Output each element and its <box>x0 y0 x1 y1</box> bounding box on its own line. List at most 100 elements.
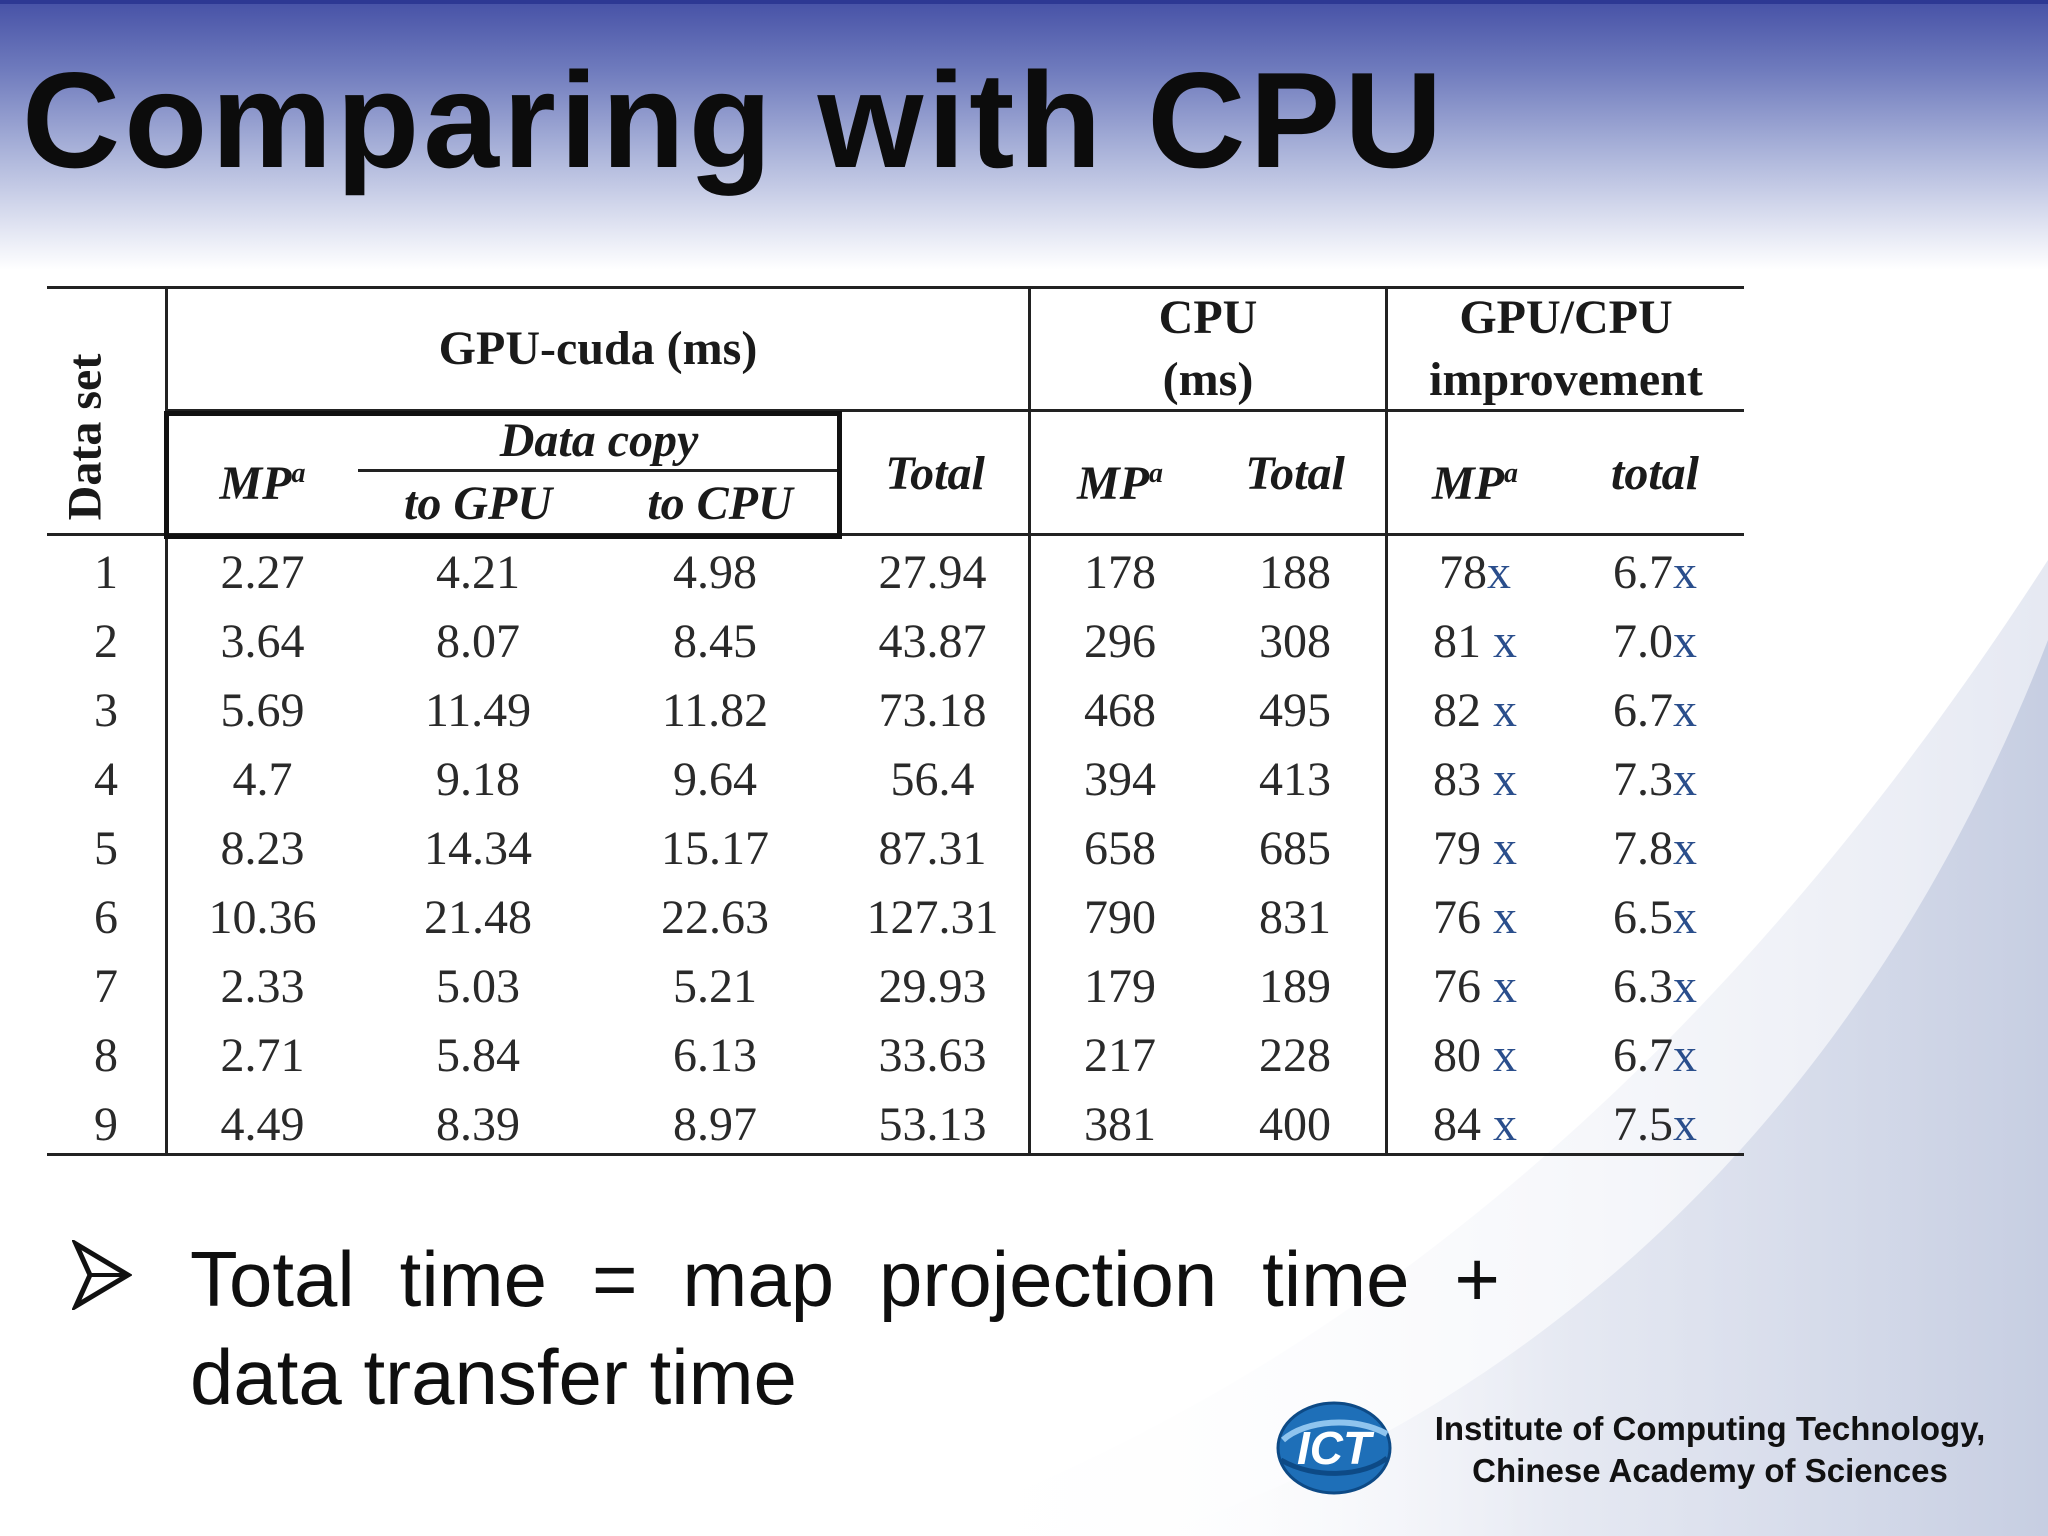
times-suffix: x <box>1487 546 1511 599</box>
table-vrule-3 <box>1385 286 1388 1156</box>
times-suffix: x <box>1673 546 1697 599</box>
table-cell-cpu-total: 189 <box>1259 960 1331 1013</box>
times-suffix: x <box>1493 960 1517 1013</box>
header-band <box>0 0 2048 270</box>
table-header-rule <box>47 533 1744 536</box>
table-cell-to-cpu: 11.82 <box>661 684 769 737</box>
table-cell-cpu-total: 308 <box>1259 615 1331 668</box>
header-cpu-total: Total <box>1245 447 1345 500</box>
table-cell-impr-total: 6.5x <box>1613 891 1697 944</box>
table-cell-gpu-mp: 2.27 <box>220 546 305 599</box>
table-cell-cpu-total: 228 <box>1259 1029 1331 1082</box>
data-copy-rule <box>358 469 840 472</box>
table-cell-gpu-total: 33.63 <box>878 1029 987 1082</box>
table-cell-gpu-total: 87.31 <box>878 822 987 875</box>
table-cell-cpu-mp: 394 <box>1084 753 1156 806</box>
table-cell-to-cpu: 8.97 <box>673 1098 757 1151</box>
table-cell-impr-mp: 80 x <box>1433 1029 1517 1082</box>
table-top-rule <box>47 286 1744 289</box>
table-cell-gpu-mp: 2.33 <box>220 960 305 1013</box>
table-cell-cpu-mp: 179 <box>1084 960 1156 1013</box>
table-vrule-2 <box>1028 286 1031 1156</box>
table-cell-to-gpu: 11.49 <box>424 684 532 737</box>
table-cell-impr-mp: 84 x <box>1433 1098 1517 1151</box>
times-suffix: x <box>1493 822 1517 875</box>
table-cell-impr-total: 6.7x <box>1613 1029 1697 1082</box>
table-cell-impr-mp: 82 x <box>1433 684 1517 737</box>
table-cell-set: 4 <box>94 753 118 806</box>
times-suffix: x <box>1673 1098 1697 1151</box>
table-cell-cpu-mp: 178 <box>1084 546 1156 599</box>
table-cell-gpu-mp: 3.64 <box>220 615 305 668</box>
times-suffix: x <box>1673 684 1697 737</box>
table-cell-cpu-total: 831 <box>1259 891 1331 944</box>
table-cell-to-cpu: 15.17 <box>661 822 769 875</box>
header-improvement-line1: GPU/CPU <box>1459 291 1673 344</box>
table-cell-to-cpu: 22.63 <box>661 891 769 944</box>
times-suffix: x <box>1673 960 1697 1013</box>
institute-name: Institute of Computing Technology, Chine… <box>1410 1408 2010 1492</box>
table-cell-to-gpu: 8.39 <box>436 1098 520 1151</box>
header-cpu-line1: CPU <box>1158 291 1258 344</box>
times-suffix: x <box>1673 822 1697 875</box>
header-impr-mp: MPa <box>1432 457 1518 510</box>
header-impr-total: total <box>1610 447 1699 500</box>
table-cell-cpu-total: 685 <box>1259 822 1331 875</box>
highlight-box <box>164 411 842 539</box>
times-suffix: x <box>1493 615 1517 668</box>
times-suffix: x <box>1673 891 1697 944</box>
arrowhead-bullet-icon <box>72 1240 132 1310</box>
table-cell-to-gpu: 21.48 <box>424 891 532 944</box>
table-cell-gpu-mp: 5.69 <box>220 684 305 737</box>
table-cell-gpu-mp: 4.49 <box>220 1098 305 1151</box>
table-cell-to-cpu: 6.13 <box>673 1029 757 1082</box>
table-cell-gpu-mp: 4.7 <box>232 753 293 806</box>
table-cell-cpu-mp: 381 <box>1084 1098 1156 1151</box>
table-cell-to-gpu: 5.03 <box>436 960 520 1013</box>
times-suffix: x <box>1493 1029 1517 1082</box>
table-vrule-1 <box>165 286 168 1156</box>
times-suffix: x <box>1493 684 1517 737</box>
table-cell-impr-total: 7.8x <box>1613 822 1697 875</box>
header-cpu-line2: (ms) <box>1162 353 1254 406</box>
table-cell-impr-total: 7.0x <box>1613 615 1697 668</box>
svg-text:ICT: ICT <box>1297 1422 1375 1474</box>
table-cell-impr-total: 6.7x <box>1613 546 1697 599</box>
table-cell-impr-total: 7.3x <box>1613 753 1697 806</box>
ict-logo-icon: ICT <box>1276 1401 1392 1495</box>
institute-line-2: Chinese Academy of Sciences <box>1472 1452 1948 1489</box>
times-suffix: x <box>1673 615 1697 668</box>
table-cell-cpu-total: 400 <box>1259 1098 1331 1151</box>
table-cell-set: 6 <box>94 891 118 944</box>
table-cell-set: 5 <box>94 822 118 875</box>
table-cell-cpu-mp: 468 <box>1084 684 1156 737</box>
table-cell-impr-total: 6.7x <box>1613 684 1697 737</box>
table-cell-impr-mp: 78x <box>1439 546 1511 599</box>
header-to-cpu: to CPU <box>647 477 793 530</box>
table-cell-impr-mp: 76 x <box>1433 891 1517 944</box>
bullet-text: Total time = map projection time + data … <box>190 1235 1500 1421</box>
table-cell-set: 1 <box>94 546 118 599</box>
table-cell-cpu-total: 413 <box>1259 753 1331 806</box>
table-cell-gpu-mp: 2.71 <box>220 1029 305 1082</box>
table-mid-rule <box>166 409 1744 412</box>
table-cell-cpu-mp: 658 <box>1084 822 1156 875</box>
table-cell-gpu-mp: 8.23 <box>220 822 305 875</box>
table-cell-set: 9 <box>94 1098 118 1151</box>
table-cell-gpu-total: 29.93 <box>878 960 987 1013</box>
table-cell-to-gpu: 5.84 <box>436 1029 520 1082</box>
table-cell-to-gpu: 14.34 <box>424 822 532 875</box>
table-cell-gpu-total: 53.13 <box>878 1098 987 1151</box>
table-cell-set: 7 <box>94 960 118 1013</box>
table-cell-cpu-total: 495 <box>1259 684 1331 737</box>
table-cell-impr-mp: 81 x <box>1433 615 1517 668</box>
table-cell-set: 8 <box>94 1029 118 1082</box>
table-cell-gpu-total: 127.31 <box>866 891 999 944</box>
table-cell-cpu-total: 188 <box>1259 546 1331 599</box>
table-cell-cpu-mp: 296 <box>1084 615 1156 668</box>
table-cell-to-gpu: 8.07 <box>436 615 520 668</box>
table-cell-to-cpu: 9.64 <box>673 753 757 806</box>
header-cpu-mp: MPa <box>1077 457 1163 510</box>
